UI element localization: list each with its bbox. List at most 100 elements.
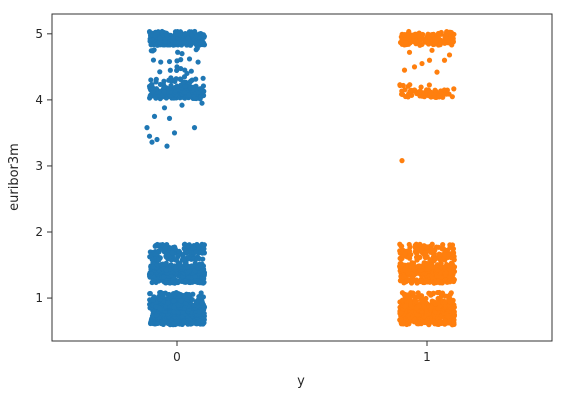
data-point (182, 261, 188, 267)
data-point (411, 87, 418, 93)
data-point (149, 139, 155, 145)
data-point (449, 94, 455, 100)
data-point (426, 87, 432, 93)
data-point (168, 78, 175, 84)
data-point (435, 35, 442, 41)
data-point (201, 242, 207, 248)
data-point (168, 83, 174, 89)
data-point (402, 267, 408, 273)
data-point (434, 69, 440, 75)
data-point (165, 300, 171, 306)
data-point (401, 292, 407, 298)
data-point (198, 290, 204, 296)
data-point (160, 291, 167, 297)
data-point (447, 29, 453, 35)
series-1 (397, 28, 458, 328)
data-point (151, 294, 157, 300)
data-point (154, 261, 160, 268)
data-point (418, 84, 424, 90)
y-tick-label: 4 (35, 93, 43, 107)
y-axis-label: euribor3m (7, 143, 22, 211)
data-point (179, 252, 186, 258)
data-point (442, 299, 448, 306)
data-point (200, 256, 206, 262)
data-point (200, 75, 206, 81)
data-point (200, 32, 207, 38)
data-point (197, 261, 203, 267)
data-point (161, 78, 167, 84)
data-point (161, 105, 168, 111)
data-point (410, 32, 416, 39)
data-point (409, 304, 415, 310)
data-point (412, 244, 418, 250)
data-point (188, 68, 194, 74)
data-point (407, 88, 413, 94)
data-point (411, 64, 418, 70)
data-point (151, 113, 158, 119)
data-point (429, 47, 435, 53)
data-point (425, 41, 432, 47)
data-point (197, 280, 203, 286)
y-tick-label: 1 (35, 291, 43, 305)
data-point (173, 31, 180, 37)
x-tick-label: 0 (173, 350, 181, 364)
y-tick-label: 2 (35, 225, 43, 239)
data-point (175, 49, 181, 55)
data-point (153, 29, 159, 36)
plot-frame (51, 13, 553, 342)
data-point (150, 57, 157, 63)
data-point (197, 86, 203, 92)
data-point (407, 82, 413, 88)
data-point (446, 52, 453, 58)
data-point (190, 84, 196, 90)
data-point (149, 263, 156, 270)
data-point (441, 87, 447, 93)
data-point (148, 77, 154, 83)
data-point (401, 67, 408, 73)
data-point (157, 35, 163, 41)
data-point (173, 264, 179, 270)
data-point (184, 70, 190, 77)
y-tick-label: 3 (35, 159, 43, 173)
data-point (178, 298, 184, 304)
data-point (399, 88, 405, 94)
data-point (156, 257, 162, 263)
data-point (150, 48, 156, 54)
x-tick-label: 1 (423, 350, 431, 364)
data-point (154, 320, 161, 327)
data-point (410, 290, 416, 296)
data-point (152, 243, 158, 249)
data-point (146, 133, 153, 139)
data-point (427, 256, 433, 263)
data-point (432, 35, 438, 42)
data-point (442, 293, 449, 299)
data-point (450, 246, 457, 252)
data-point (164, 143, 170, 149)
data-point (162, 245, 168, 251)
data-point (193, 76, 199, 82)
data-point (190, 245, 196, 251)
data-point (201, 246, 207, 252)
data-point (144, 125, 150, 131)
data-point (450, 250, 456, 256)
y-tick-label: 5 (35, 27, 43, 41)
data-point (424, 244, 430, 250)
data-point (158, 261, 165, 268)
data-point (419, 60, 425, 67)
data-point (436, 31, 442, 37)
data-point (149, 81, 155, 88)
data-point (187, 79, 193, 85)
data-point (399, 297, 406, 303)
data-point (157, 69, 163, 75)
data-point (174, 64, 180, 70)
data-point (192, 28, 198, 35)
data-point (149, 257, 155, 263)
data-point (171, 130, 178, 136)
data-point (405, 292, 411, 298)
data-point (451, 86, 457, 92)
data-point (183, 278, 189, 284)
data-point (397, 263, 404, 269)
data-point (426, 82, 432, 88)
data-point (429, 31, 435, 38)
data-point (416, 263, 422, 269)
